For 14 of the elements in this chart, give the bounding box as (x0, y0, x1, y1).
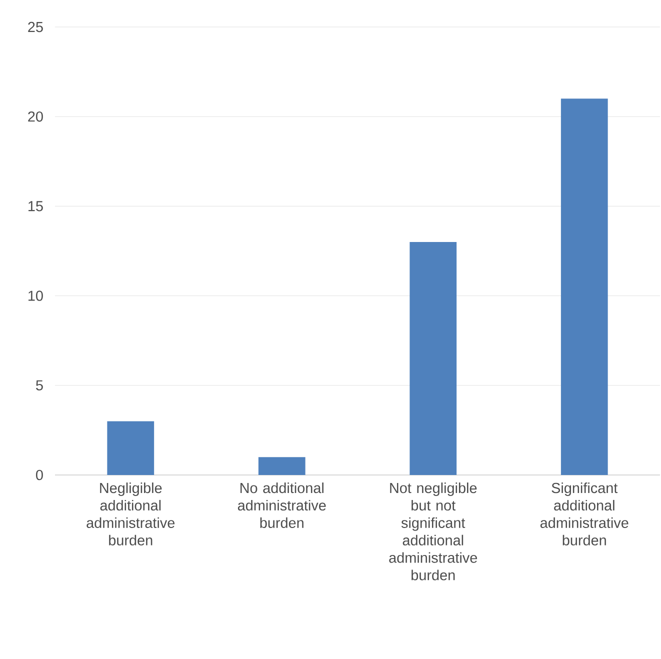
bar (258, 457, 306, 475)
bar (107, 421, 154, 475)
y-tick-label: 10 (28, 290, 43, 301)
y-tick-label: 20 (28, 111, 43, 122)
x-tick-label: Significant additional administrative burden (540, 482, 628, 546)
x-tick-label: Negligible additional administrative burden (86, 482, 175, 546)
y-tick-label: 5 (36, 380, 43, 390)
x-tick-label: Not negligible but not significant additional administrative burden (389, 482, 478, 580)
y-tick-label: 25 (28, 22, 43, 32)
bar (560, 98, 608, 475)
bar (410, 242, 457, 475)
y-tick-label: 15 (28, 201, 43, 212)
y-tick-label: 0 (36, 470, 43, 480)
x-tick-label: No additional administrative burden (238, 482, 326, 528)
